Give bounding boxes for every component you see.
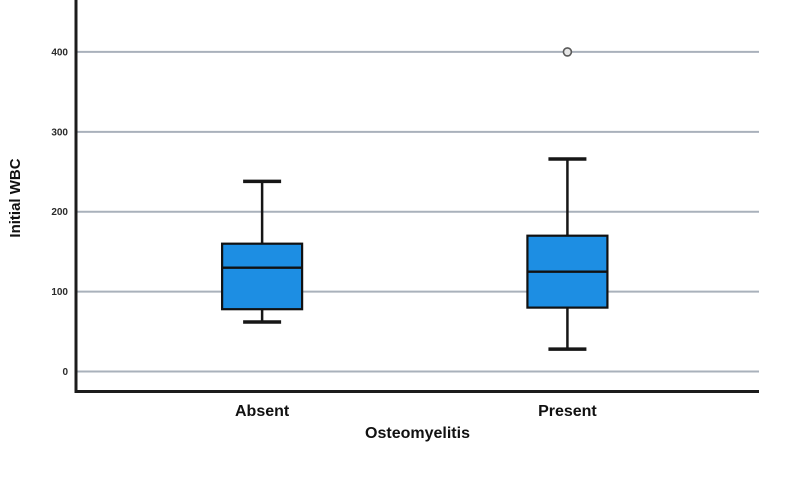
y-tick-label-100: 100: [51, 287, 68, 298]
gridlines: [76, 50, 759, 373]
y-axis-title: Initial WBC: [7, 158, 24, 237]
outlier-point-present-400: [562, 47, 573, 57]
x-category-label-present: Present: [538, 403, 597, 420]
x-axis-title: Osteomyelitis: [365, 425, 470, 442]
x-category-label-absent: Absent: [235, 403, 290, 420]
box-series: [221, 47, 609, 351]
y-tick-label-0: 0: [62, 367, 68, 378]
y-axis-tick-labels: 0 100 200 300 400: [51, 47, 68, 378]
y-tick-label-200: 200: [51, 207, 68, 218]
x-category-labels: Absent Present: [235, 403, 597, 420]
box-absent: [221, 179, 304, 324]
box-present: [526, 47, 609, 351]
y-tick-label-300: 300: [51, 127, 68, 138]
iqr-box-absent: [221, 242, 304, 311]
y-tick-label-400: 400: [51, 47, 68, 58]
